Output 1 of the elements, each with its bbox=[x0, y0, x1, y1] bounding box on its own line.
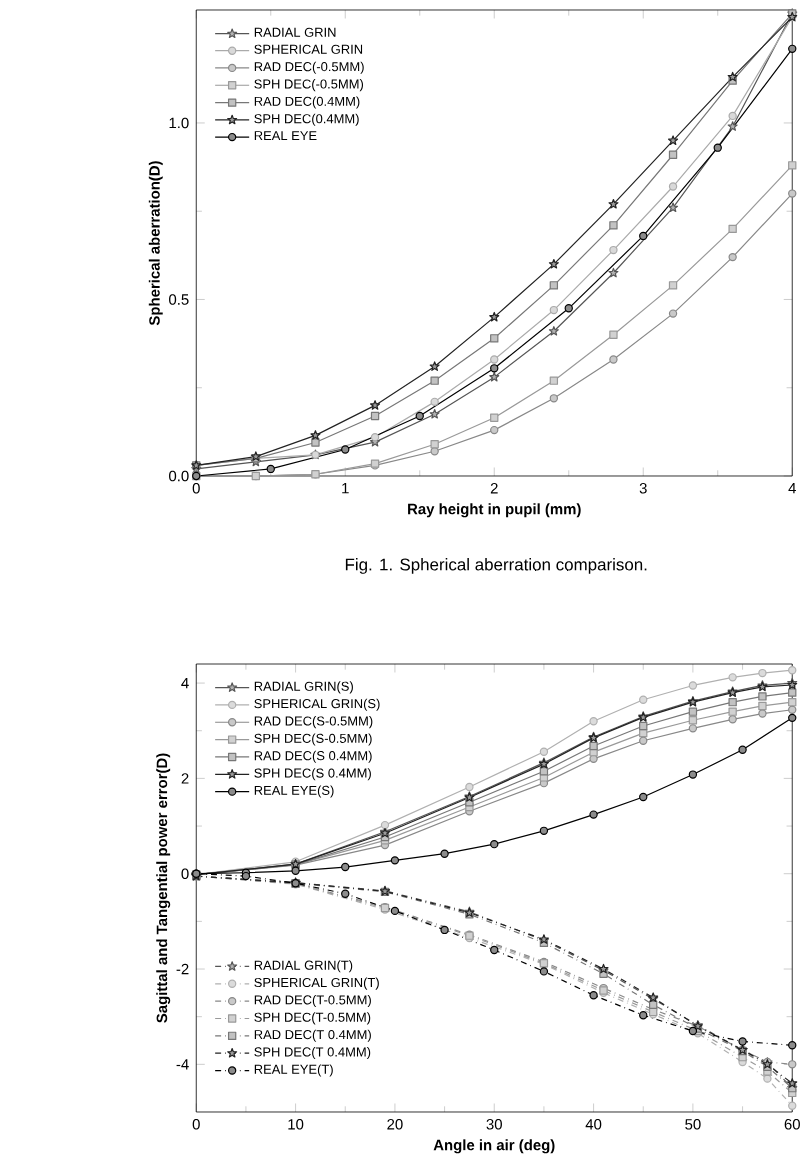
caption: Fig. 1. Spherical aberration comparison. bbox=[345, 558, 647, 574]
